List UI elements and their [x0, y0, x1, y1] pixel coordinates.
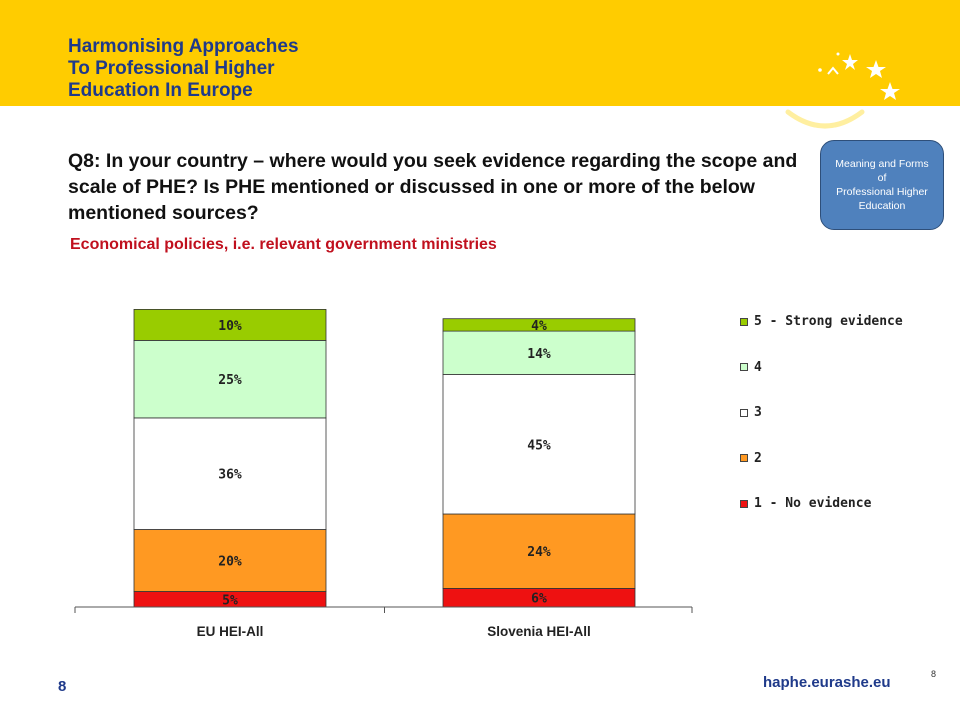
legend-swatch	[740, 363, 748, 371]
badge-line-2: of	[877, 172, 887, 184]
data-label: 4%	[531, 319, 547, 334]
chart-subtitle: Economical policies, i.e. relevant gover…	[70, 236, 497, 253]
badge-line-3: Professional Higher	[836, 186, 928, 198]
bar-segment	[133, 340, 327, 419]
badge-line-1: Meaning and Forms	[835, 158, 929, 170]
legend-label: 1 - No evidence	[754, 496, 872, 511]
logo-line-1: Harmonising Approaches	[68, 36, 299, 57]
question-label: Q8	[68, 150, 95, 172]
stacked-bar-chart: 5% 20% 36% 25% 10% EU HEI-All 6% 24% 45% 14% 4% Slo…	[74, 308, 693, 639]
bar-segment	[442, 374, 636, 515]
legend-label: 4	[754, 359, 762, 375]
legend-item: 2	[740, 451, 762, 466]
legend-swatch	[740, 317, 748, 326]
legend-swatch	[740, 499, 748, 508]
data-label: 24%	[527, 545, 551, 560]
legend-swatch	[740, 454, 748, 462]
logo-line-2: To Professional Higher	[68, 58, 275, 79]
data-label: 45%	[527, 438, 551, 453]
data-label: 25%	[218, 373, 242, 388]
question-text: Q8: In your country – where would you se…	[68, 148, 808, 226]
bar-segment	[133, 529, 327, 592]
x-tick-label: EU HEI-All	[197, 624, 264, 639]
data-label: 36%	[218, 468, 242, 483]
x-tick-label: Slovenia HEI-All	[487, 624, 591, 639]
legend-label: 2	[754, 450, 762, 466]
bar-segment	[442, 513, 636, 589]
page-number: 8	[58, 678, 67, 695]
question-body: : In your country – where would you seek…	[68, 150, 798, 224]
eu-stars-smile-icon	[785, 52, 900, 129]
data-label: 6%	[531, 592, 547, 607]
logo-line-3: Education In Europe	[68, 80, 253, 101]
legend-label: 5 - Strong evidence	[754, 314, 903, 329]
data-label: 20%	[218, 555, 242, 570]
legend-item: 1 - No evidence	[740, 496, 871, 511]
data-label: 5%	[222, 593, 238, 608]
legend-item: 5 - Strong evidence	[740, 314, 903, 329]
footer-url[interactable]: haphe.eurashe.eu	[763, 674, 891, 691]
section-badge[interactable]: Meaning and Forms of Professional Higher…	[820, 140, 944, 230]
slide-number: 8	[931, 669, 937, 679]
legend-swatch	[740, 408, 748, 417]
bar-segment	[133, 308, 327, 341]
haphe-logo-text: Harmonising Approaches To Professional H…	[68, 36, 299, 102]
data-label: 10%	[218, 319, 242, 334]
legend-label: 3	[754, 405, 762, 420]
legend-item: 4	[740, 360, 762, 375]
badge-line-4: Education	[858, 200, 906, 212]
header-banner	[0, 0, 960, 106]
data-label: 14%	[527, 347, 551, 362]
bar-segment	[442, 318, 636, 332]
bar-segment	[133, 417, 327, 530]
legend-item: 3	[740, 405, 762, 420]
